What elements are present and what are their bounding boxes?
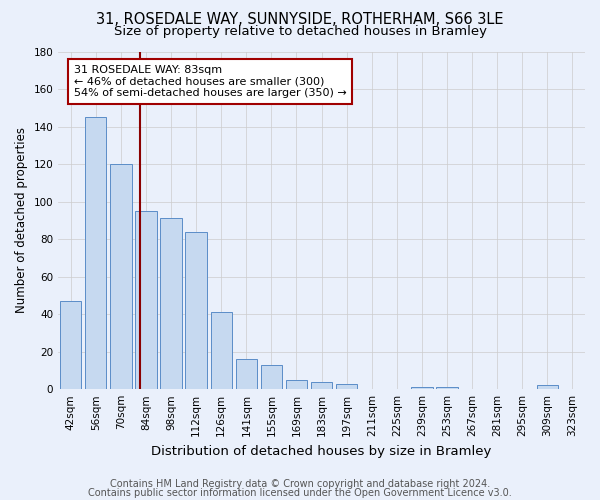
Bar — [185, 232, 207, 389]
Text: 31 ROSEDALE WAY: 83sqm
← 46% of detached houses are smaller (300)
54% of semi-de: 31 ROSEDALE WAY: 83sqm ← 46% of detached… — [74, 65, 347, 98]
Bar — [537, 386, 558, 389]
Bar — [311, 382, 332, 389]
Bar — [85, 117, 106, 389]
Text: Size of property relative to detached houses in Bramley: Size of property relative to detached ho… — [113, 25, 487, 38]
Bar — [236, 359, 257, 389]
Bar — [286, 380, 307, 389]
Bar — [336, 384, 358, 389]
Text: 31, ROSEDALE WAY, SUNNYSIDE, ROTHERHAM, S66 3LE: 31, ROSEDALE WAY, SUNNYSIDE, ROTHERHAM, … — [96, 12, 504, 28]
Bar — [60, 301, 82, 389]
Y-axis label: Number of detached properties: Number of detached properties — [15, 128, 28, 314]
Text: Contains HM Land Registry data © Crown copyright and database right 2024.: Contains HM Land Registry data © Crown c… — [110, 479, 490, 489]
Bar — [261, 365, 282, 389]
Bar — [436, 388, 458, 389]
Bar — [136, 211, 157, 389]
Bar — [411, 388, 433, 389]
Bar — [110, 164, 131, 389]
Bar — [160, 218, 182, 389]
Text: Contains public sector information licensed under the Open Government Licence v3: Contains public sector information licen… — [88, 488, 512, 498]
Bar — [211, 312, 232, 389]
X-axis label: Distribution of detached houses by size in Bramley: Distribution of detached houses by size … — [151, 444, 492, 458]
